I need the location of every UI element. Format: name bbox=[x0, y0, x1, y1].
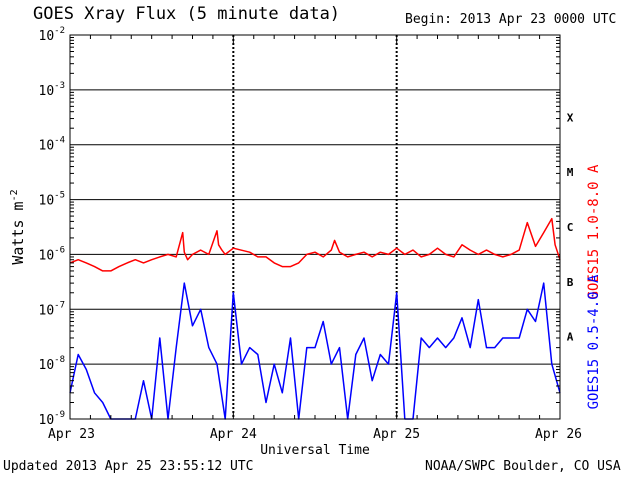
flare-class-label: X bbox=[567, 111, 574, 124]
legend-long-channel: GOES15 1.0-8.0 A bbox=[586, 164, 602, 299]
x-tick-label: Apr 25 bbox=[373, 427, 420, 442]
credit-label: NOAA/SWPC Boulder, CO USA bbox=[425, 459, 621, 474]
y-tick-label: 10-9 bbox=[39, 410, 66, 428]
plot-frame bbox=[69, 34, 561, 420]
x-axis: Apr 23 Apr 24 Apr 25 Apr 26 bbox=[48, 35, 582, 442]
chart-title: GOES Xray Flux (5 minute data) bbox=[33, 4, 341, 24]
y-tick-label: 10-5 bbox=[39, 191, 66, 209]
flare-class-label: A bbox=[567, 331, 574, 344]
updated-timestamp: Updated 2013 Apr 25 23:55:12 UTC bbox=[3, 459, 254, 474]
flare-class-label: B bbox=[567, 276, 574, 289]
y-axis-label: Watts m-2 bbox=[9, 189, 27, 264]
x-axis-label: Universal Time bbox=[260, 443, 370, 458]
y-tick-label: 10-4 bbox=[39, 136, 66, 154]
grid-layer bbox=[70, 35, 560, 419]
flare-class-label: C bbox=[567, 221, 574, 234]
series-line-long-channel bbox=[69, 217, 561, 272]
flare-class-labels: A B C M X bbox=[567, 111, 574, 343]
begin-time-label: Begin: 2013 Apr 23 0000 UTC bbox=[405, 12, 617, 27]
series-layer bbox=[69, 217, 561, 420]
y-tick-label: 10-3 bbox=[39, 81, 66, 99]
y-tick-label: 10-7 bbox=[39, 300, 66, 318]
x-tick-label: Apr 23 bbox=[48, 427, 95, 442]
y-axis: 10-9 10-8 10-7 10-6 10-5 10-4 10-3 10-2 bbox=[39, 26, 560, 428]
flare-class-label: M bbox=[567, 166, 574, 179]
y-tick-label: 10-8 bbox=[39, 355, 66, 373]
x-tick-label: Apr 26 bbox=[535, 427, 582, 442]
series-line-short-channel bbox=[69, 282, 561, 420]
x-tick-label: Apr 24 bbox=[210, 427, 257, 442]
y-tick-label: 10-6 bbox=[39, 245, 66, 263]
y-tick-label: 10-2 bbox=[39, 26, 66, 44]
legend-short-channel: GOES15 0.5-4.0 A bbox=[586, 274, 602, 409]
